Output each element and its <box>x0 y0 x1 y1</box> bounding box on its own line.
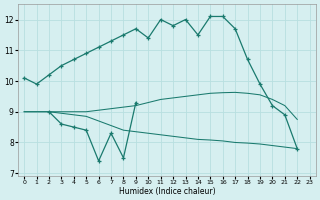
X-axis label: Humidex (Indice chaleur): Humidex (Indice chaleur) <box>119 187 215 196</box>
